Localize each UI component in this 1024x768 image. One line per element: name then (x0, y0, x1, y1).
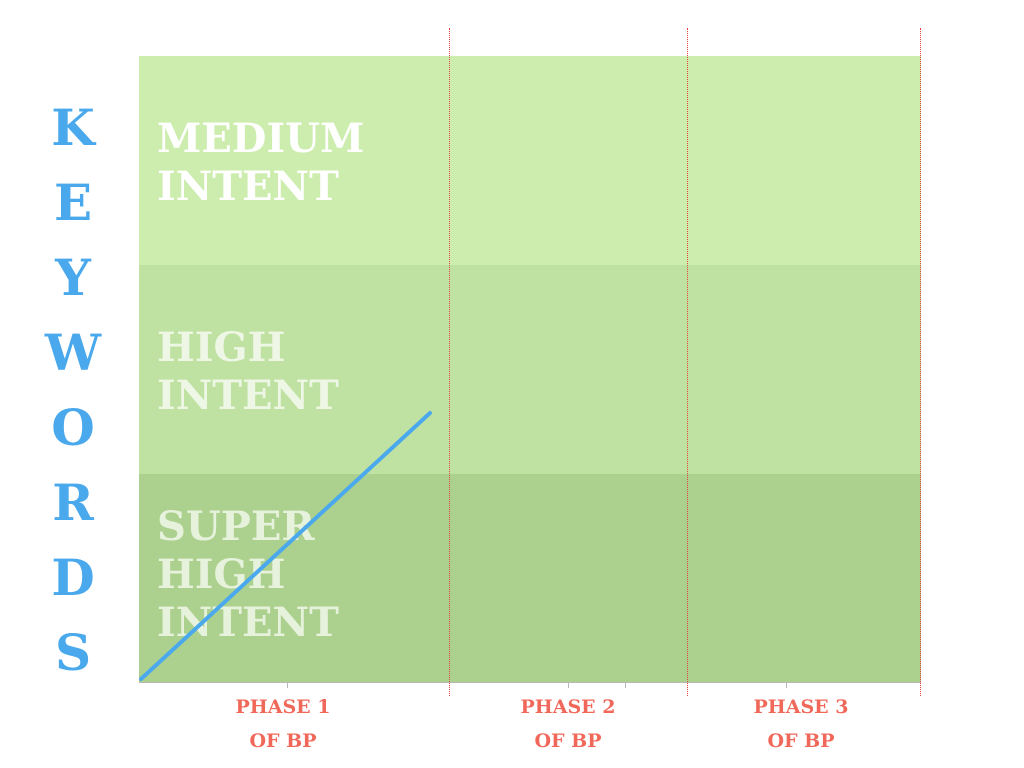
title-letter: O (51, 398, 95, 457)
band-medium-intent (139, 56, 921, 265)
x-axis-tick (625, 682, 626, 688)
phase-divider (920, 28, 921, 696)
title-letter: Y (55, 248, 91, 307)
band-high-intent (139, 265, 921, 474)
phase-divider (449, 28, 450, 696)
phase-label-1: PHASE 1 OF BP (235, 696, 331, 752)
x-axis-tick (568, 682, 569, 688)
title-letter: D (51, 548, 95, 607)
growth-line (139, 411, 432, 681)
x-axis-tick (287, 682, 288, 688)
title-letter: K (51, 98, 95, 157)
band-super-high-intent (139, 474, 921, 683)
phase-divider (687, 28, 688, 696)
band-label-super-high-intent: SUPER HIGH INTENT (157, 503, 339, 646)
band-label-medium-intent: MEDIUM INTENT (157, 115, 365, 210)
title-letter: S (54, 623, 92, 682)
band-label-high-intent: HIGH INTENT (157, 324, 339, 419)
title-letter: W (44, 323, 102, 382)
x-axis-tick (786, 682, 787, 688)
vertical-title-keywords: K E Y W O R D S (40, 90, 106, 690)
x-axis-baseline (139, 682, 921, 683)
title-letter: E (53, 173, 93, 232)
title-letter: R (52, 473, 94, 532)
phase-label-3: PHASE 3 OF BP (753, 696, 849, 752)
phase-label-2: PHASE 2 OF BP (520, 696, 616, 752)
